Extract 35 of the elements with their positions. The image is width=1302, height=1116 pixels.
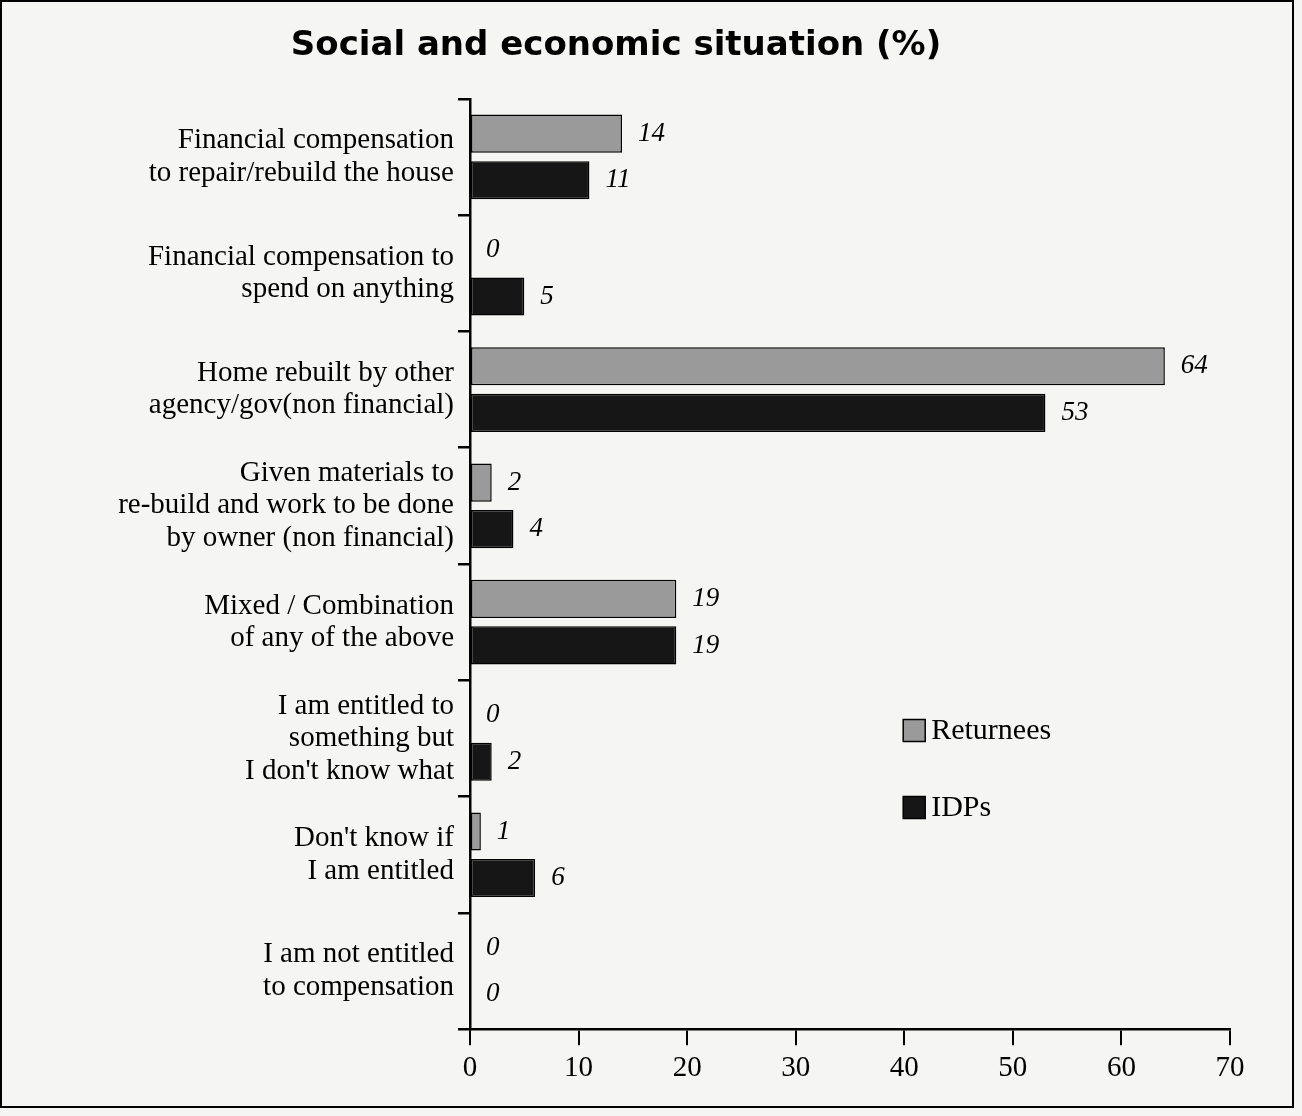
legend-label: Returnees (931, 712, 1052, 746)
data-label: 11 (605, 163, 631, 194)
chart-title: Social and economic situation (%) (290, 23, 942, 64)
data-label: 5 (540, 279, 554, 310)
data-label: 0 (486, 233, 500, 264)
y-tick-label: Home rebuilt by other agency/gov(non financial) (148, 354, 455, 421)
data-label: 64 (1180, 349, 1208, 380)
y-tick-label: Don't know if I am entitled (294, 820, 455, 885)
y-tick-label: Financial compensation to repair/rebuild the house (148, 122, 455, 187)
x-tick-label: 40 (889, 1050, 919, 1083)
legend-label: IDPs (931, 789, 992, 823)
data-label: 14 (638, 116, 665, 147)
data-label: 2 (507, 465, 522, 496)
y-tick-label: Given materials to re-build and work to be done by owner (non financial) (118, 454, 454, 553)
data-label: 19 (692, 628, 720, 659)
data-label: 19 (692, 581, 720, 612)
data-label: 0 (486, 977, 500, 1008)
x-tick-label: 30 (781, 1050, 811, 1083)
data-label: 53 (1061, 395, 1089, 426)
data-label: 0 (486, 930, 500, 961)
data-label: 4 (529, 512, 543, 543)
x-tick-label: 50 (998, 1050, 1028, 1083)
x-tick-label: 20 (672, 1050, 702, 1083)
data-label: 6 (551, 861, 566, 892)
y-tick-label: I am entitled to something but I don't know what (244, 687, 454, 785)
y-tick-label: I am not entitled to compensation (263, 936, 455, 1001)
y-tick-label: Mixed / Combination of any of the above (204, 587, 455, 652)
x-tick-label: 10 (564, 1050, 594, 1083)
x-tick-label: 0 (462, 1050, 478, 1083)
data-label: 0 (486, 698, 500, 729)
data-label: 1 (496, 814, 511, 845)
y-tick-label: Financial compensation to spend on anything (147, 238, 454, 304)
data-label: 2 (507, 744, 522, 775)
x-tick-label: 70 (1215, 1050, 1245, 1083)
x-tick-label: 60 (1106, 1050, 1136, 1083)
